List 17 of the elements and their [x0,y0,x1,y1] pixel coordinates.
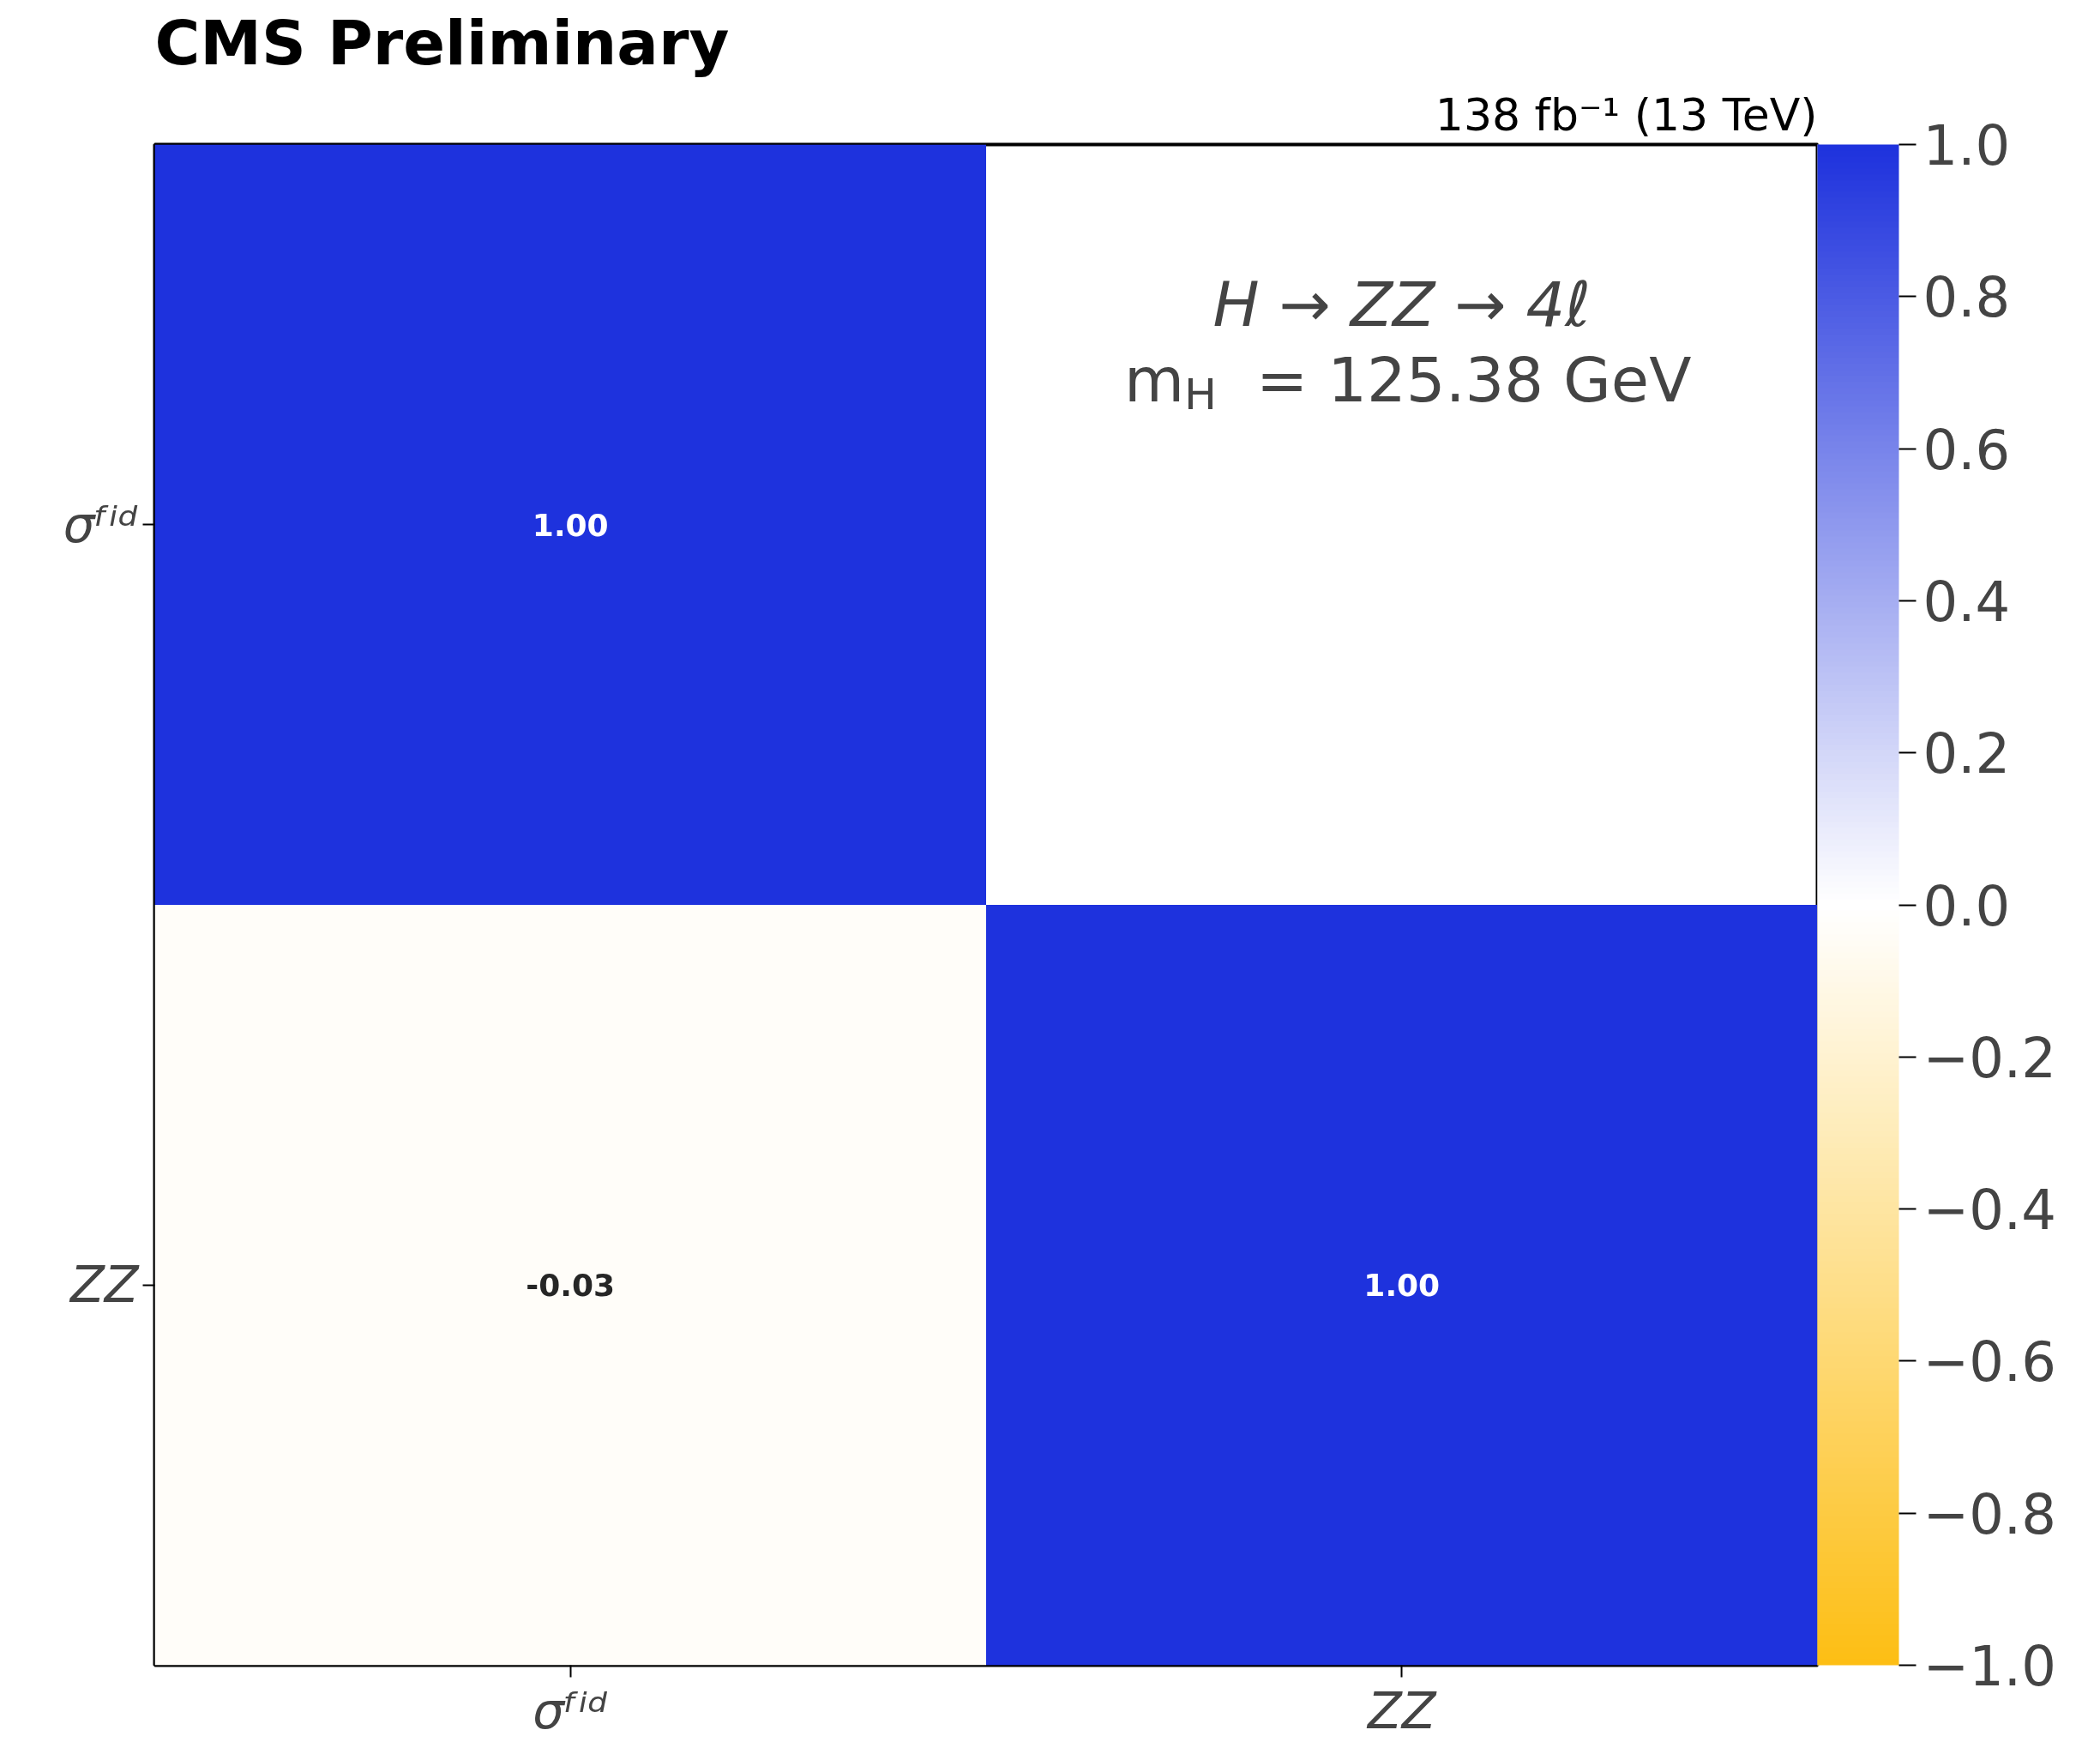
data-label: -0.03 [526,1268,616,1304]
color-bar-label: −0.8 [1922,1482,2056,1546]
chart-title: CMS Preliminary [154,6,730,79]
chart-subtitle: 138 fb⁻¹ (13 TeV) [1435,88,1818,141]
color-bar-label: −0.4 [1922,1178,2056,1243]
color-bar-label: 1.0 [1922,114,2011,178]
color-bar-label: −1.0 [1922,1635,2056,1698]
color-bar-label: −0.6 [1922,1330,2056,1395]
color-bar-label: 0.4 [1922,570,2011,634]
color-bar-label: 0.2 [1922,722,2011,787]
color-bar-label: 0.0 [1922,874,2011,938]
color-bar-label: 0.6 [1922,418,2011,482]
color-bar-label: 0.8 [1922,266,2011,330]
data-label: 1.00 [532,507,609,543]
annotation: H → ZZ → 4ℓ [1212,268,1592,341]
color-bar-label: −0.2 [1922,1026,2056,1090]
data-label: 1.00 [1363,1268,1441,1304]
